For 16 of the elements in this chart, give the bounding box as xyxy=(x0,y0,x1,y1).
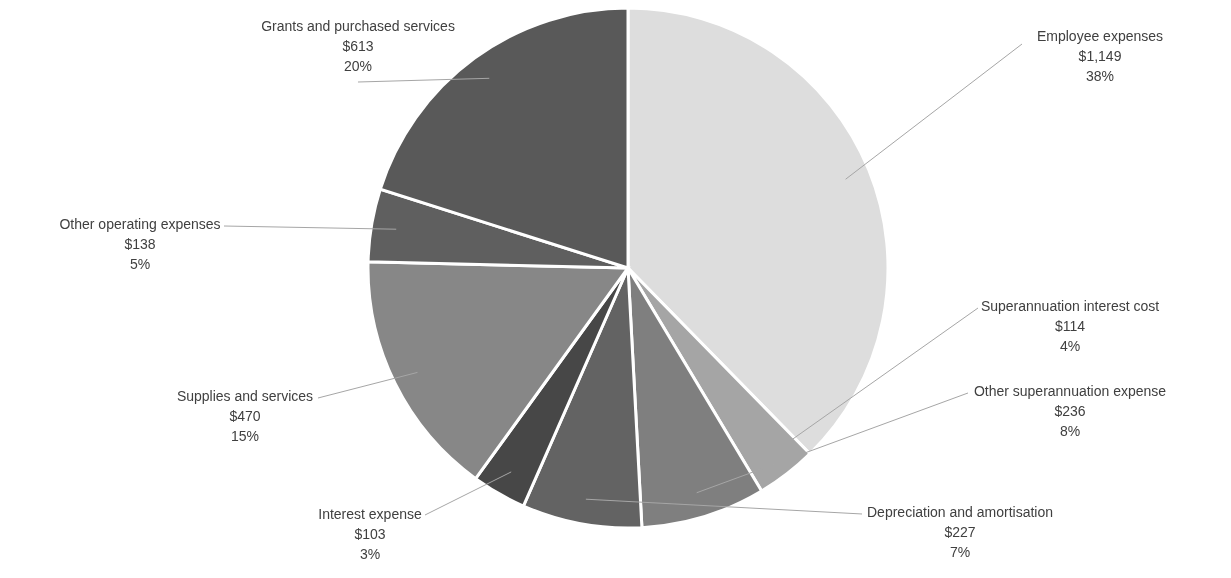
data-label: $114 4% xyxy=(1054,318,1086,354)
data-label: $470 15% xyxy=(229,408,261,444)
slice-label: Other operating expenses xyxy=(59,216,221,232)
slice-label: Other superannuation expense xyxy=(973,383,1167,399)
slice-label: Interest expense xyxy=(318,506,422,522)
data-label: $236 8% xyxy=(1054,403,1086,439)
slice-label: Grants and purchased services xyxy=(261,18,455,34)
data-label: $103 3% xyxy=(354,526,386,562)
data-label: $138 5% xyxy=(124,236,156,272)
data-label: $613 20% xyxy=(342,38,374,74)
slice-label: Depreciation and amortisation xyxy=(867,504,1053,520)
slice-label: Employee expenses xyxy=(1036,28,1164,44)
data-label: $1,149 38% xyxy=(1078,48,1122,84)
slice-label: Superannuation interest cost xyxy=(980,298,1160,314)
data-label: $227 7% xyxy=(944,524,976,560)
slice-label: Supplies and services xyxy=(176,388,314,404)
